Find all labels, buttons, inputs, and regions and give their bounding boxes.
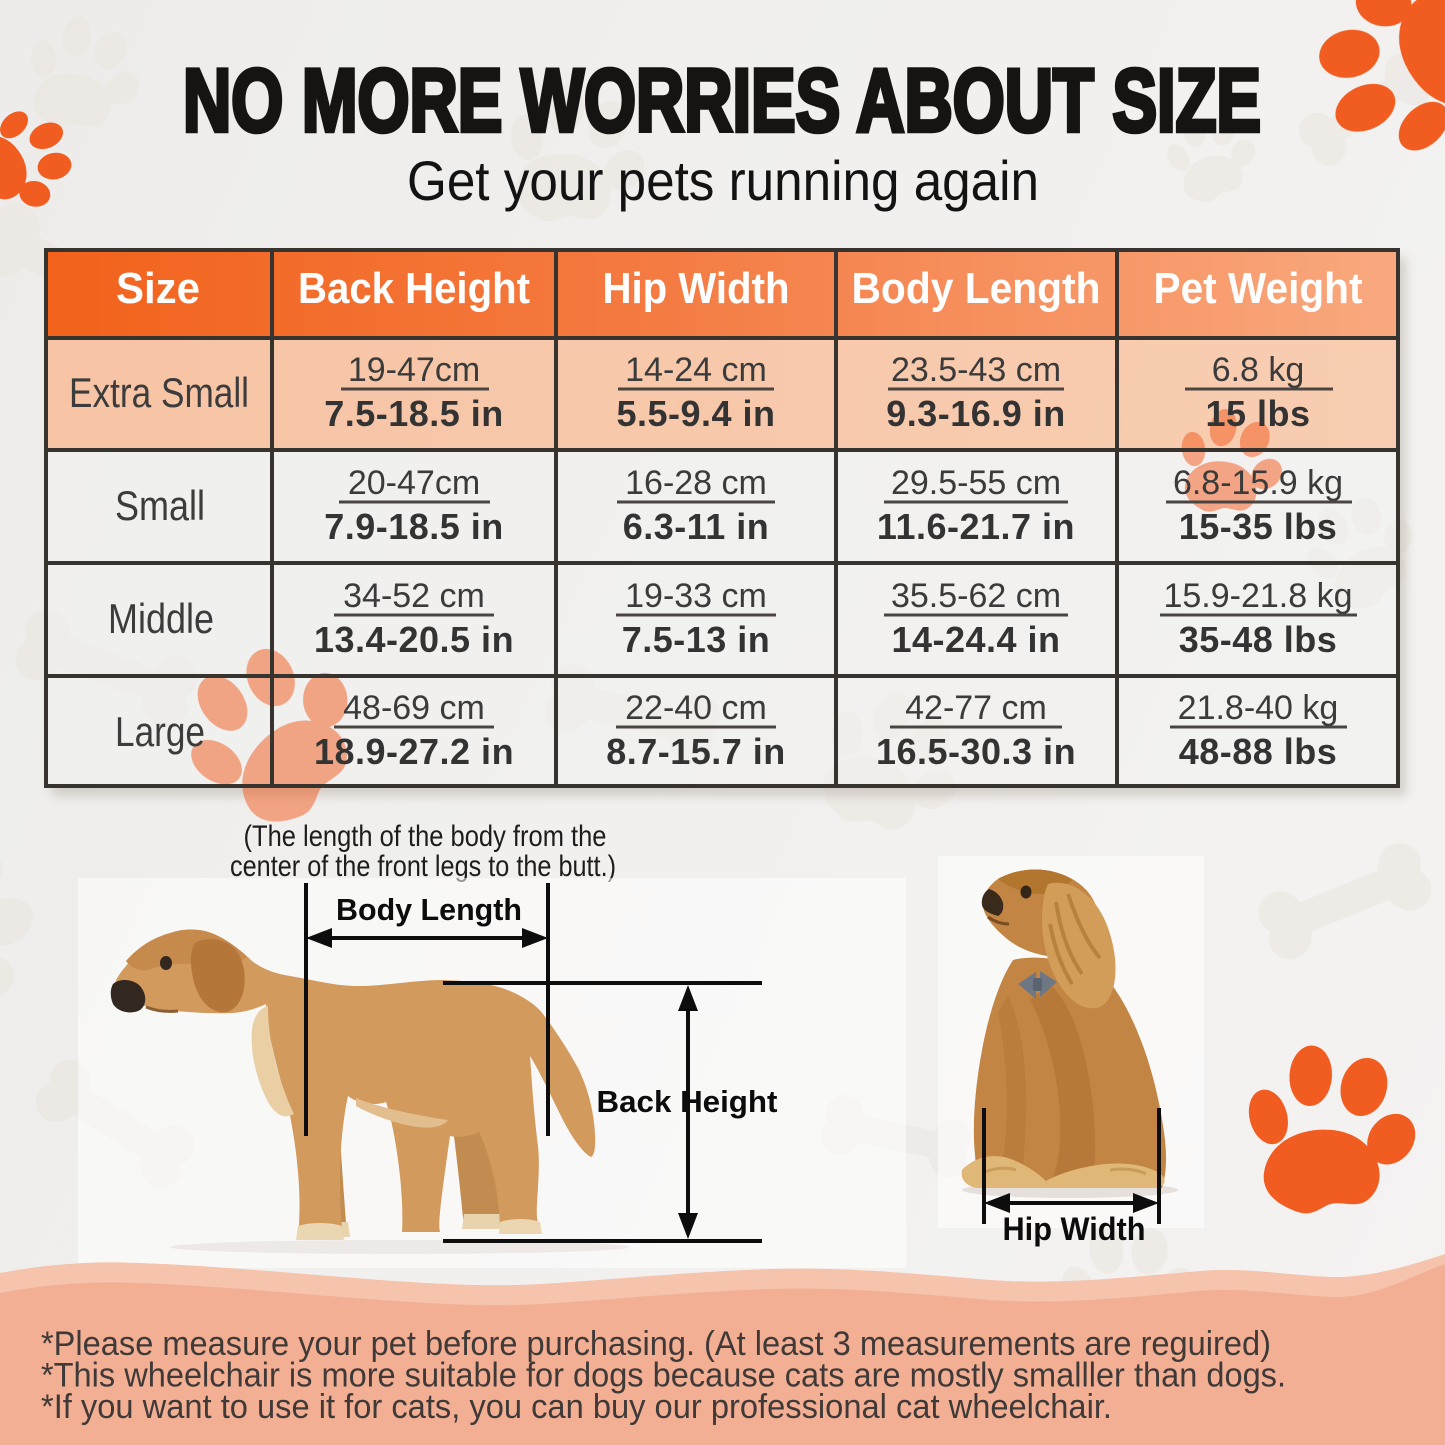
svg-text:14-24.4 in: 14-24.4 in — [891, 619, 1060, 660]
svg-text:35.5-62 cm: 35.5-62 cm — [891, 577, 1061, 615]
svg-text:34-52 cm: 34-52 cm — [343, 577, 485, 615]
svg-text:15.9-21.8 kg: 15.9-21.8 kg — [1163, 577, 1352, 615]
svg-text:Size: Size — [116, 264, 200, 313]
svg-text:14-24 cm: 14-24 cm — [625, 351, 767, 389]
svg-text:7.9-18.5 in: 7.9-18.5 in — [324, 506, 504, 547]
svg-text:20-47cm: 20-47cm — [348, 464, 480, 502]
svg-text:16.5-30.3 in: 16.5-30.3 in — [876, 731, 1076, 772]
svg-text:22-40 cm: 22-40 cm — [625, 689, 767, 727]
svg-text:11.6-21.7 in: 11.6-21.7 in — [877, 506, 1075, 547]
svg-text:13.4-20.5 in: 13.4-20.5 in — [314, 619, 514, 660]
svg-text:48-88 lbs: 48-88 lbs — [1179, 731, 1338, 772]
svg-text:Hip Width: Hip Width — [603, 264, 790, 313]
svg-text:18.9-27.2 in: 18.9-27.2 in — [314, 731, 514, 772]
svg-text:42-77 cm: 42-77 cm — [905, 689, 1047, 727]
svg-text:5.5-9.4 in: 5.5-9.4 in — [616, 393, 775, 434]
svg-text:23.5-43 cm: 23.5-43 cm — [891, 351, 1061, 389]
svg-text:7.5-18.5 in: 7.5-18.5 in — [324, 393, 504, 434]
svg-text:6.8-15.9 kg: 6.8-15.9 kg — [1173, 464, 1343, 502]
svg-text:Hip Width: Hip Width — [1003, 1211, 1146, 1247]
svg-text:*This wheelchair is more suita: *This wheelchair is more suitable for do… — [41, 1357, 1286, 1395]
svg-text:15-35 lbs: 15-35 lbs — [1179, 506, 1338, 547]
svg-text:29.5-55 cm: 29.5-55 cm — [891, 464, 1061, 502]
svg-text:center of the front legs to th: center of the front legs to the butt.) — [230, 850, 616, 883]
svg-text:*Please measure your pet befor: *Please measure your pet before purchasi… — [41, 1325, 1271, 1363]
svg-text:Large: Large — [115, 708, 205, 755]
svg-text:16-28 cm: 16-28 cm — [625, 464, 767, 502]
svg-text:Pet Weight: Pet Weight — [1154, 264, 1363, 313]
svg-text:15 lbs: 15 lbs — [1205, 393, 1310, 434]
svg-text:6.3-11 in: 6.3-11 in — [623, 506, 770, 547]
svg-text:Small: Small — [115, 482, 205, 529]
svg-text:NO MORE WORRIES ABOUT SIZE: NO MORE WORRIES ABOUT SIZE — [183, 50, 1261, 150]
svg-text:19-33 cm: 19-33 cm — [625, 577, 767, 615]
svg-text:*If you want to use it for cat: *If you want to use it for cats, you can… — [41, 1388, 1112, 1426]
svg-text:Back Height: Back Height — [298, 264, 530, 313]
svg-text:9.3-16.9 in: 9.3-16.9 in — [886, 393, 1066, 434]
svg-text:Body Length: Body Length — [336, 892, 522, 927]
svg-text:Back Height: Back Height — [597, 1084, 778, 1119]
svg-text:7.5-13 in: 7.5-13 in — [622, 619, 771, 660]
svg-text:35-48 lbs: 35-48 lbs — [1179, 619, 1338, 660]
svg-text:Body Length: Body Length — [852, 264, 1101, 313]
svg-text:6.8 kg: 6.8 kg — [1212, 351, 1305, 389]
svg-text:21.8-40 kg: 21.8-40 kg — [1178, 689, 1339, 727]
svg-text:(The length of the body from t: (The length of the body from the — [244, 820, 607, 853]
svg-text:48-69 cm: 48-69 cm — [343, 689, 485, 727]
svg-text:19-47cm: 19-47cm — [348, 351, 480, 389]
svg-text:Middle: Middle — [108, 595, 214, 642]
svg-text:Extra Small: Extra Small — [69, 369, 249, 416]
svg-text:Get your pets running again: Get your pets running again — [407, 149, 1039, 212]
svg-text:8.7-15.7 in: 8.7-15.7 in — [606, 731, 786, 772]
